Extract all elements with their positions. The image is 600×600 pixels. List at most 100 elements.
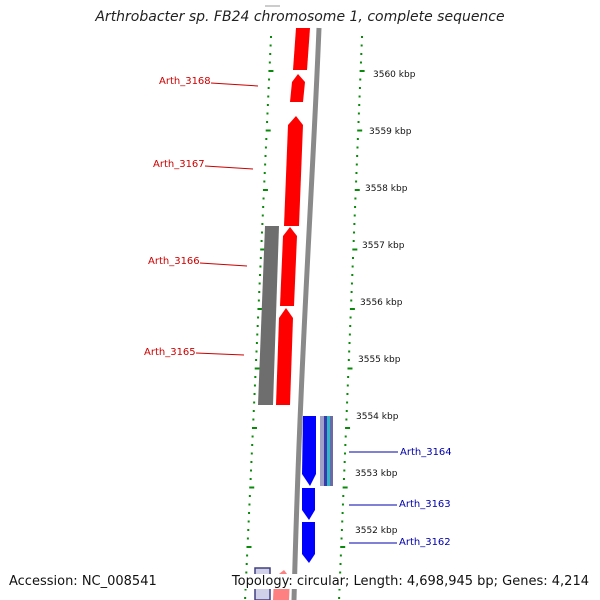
tick-mark: [350, 291, 353, 293]
tick-mark: [344, 444, 347, 446]
tick-mark: [264, 155, 267, 157]
tick-mark: [245, 571, 248, 574]
tick-mark: [256, 333, 259, 336]
scale-label: 3557 kbp: [362, 241, 405, 251]
gene-arrow: [320, 416, 324, 486]
gene-leader-line: [195, 352, 245, 356]
tick-mark: [355, 172, 358, 174]
tick-mark: [248, 503, 251, 506]
tick-mark: [354, 206, 357, 208]
tick-mark: [257, 308, 263, 310]
gene-label: Arth_3162: [399, 537, 451, 548]
gene-arrow: [330, 416, 333, 486]
topology-summary: Topology: circular; Length: 4,698,945 bp…: [229, 574, 589, 589]
tick-mark: [264, 163, 267, 166]
tick-mark: [348, 333, 351, 336]
gene-arrow: [324, 416, 327, 486]
tick-mark: [249, 486, 255, 489]
gene-arrow: [327, 416, 330, 486]
gene-label: Arth_3165: [144, 347, 196, 358]
tick-mark: [338, 597, 341, 599]
tick-mark: [268, 70, 274, 72]
tick-mark: [339, 554, 342, 557]
tick-mark: [247, 529, 250, 531]
tick-mark: [345, 418, 348, 421]
tick-mark: [361, 36, 363, 38]
tick-mark: [261, 214, 264, 217]
tick-mark: [352, 240, 355, 242]
tick-mark: [352, 248, 358, 251]
tick-mark: [260, 248, 266, 251]
tick-mark: [357, 112, 360, 115]
tick-mark: [245, 563, 248, 565]
tick-mark: [341, 512, 344, 514]
tick-mark: [259, 257, 262, 259]
gene-arrow: [302, 522, 315, 563]
tick-mark: [250, 452, 253, 455]
gene-label: Arth_3166: [148, 256, 200, 267]
tick-mark: [343, 461, 346, 463]
tick-mark: [244, 588, 247, 591]
map-title: Arthrobacter sp. FB24 chromosome 1, comp…: [95, 9, 505, 25]
tick-mark: [348, 350, 351, 353]
tick-mark: [347, 359, 350, 361]
tick-mark: [346, 384, 349, 387]
tick-mark: [252, 418, 255, 421]
tick-mark: [351, 274, 354, 276]
tick-mark: [269, 44, 272, 47]
tick-mark: [347, 376, 350, 378]
tick-mark: [353, 231, 356, 234]
tick-mark: [250, 461, 253, 463]
tick-mark: [345, 427, 351, 429]
tick-mark: [253, 393, 256, 395]
tick-mark: [360, 53, 363, 55]
tick-mark: [353, 223, 356, 225]
tick-mark: [359, 61, 362, 64]
scale-label: 3552 kbp: [355, 526, 398, 536]
tick-mark: [342, 478, 345, 480]
tick-mark: [358, 87, 361, 89]
tick-mark: [264, 146, 267, 149]
accession-label: Accession: NC_008541: [9, 574, 157, 589]
tick-mark: [351, 265, 354, 268]
tick-mark: [258, 282, 261, 285]
tick-mark: [263, 180, 266, 183]
tick-mark: [346, 401, 349, 404]
tick-mark: [255, 342, 258, 344]
tick-mark: [355, 163, 358, 166]
tick-mark: [349, 316, 352, 319]
tick-mark: [267, 95, 270, 98]
tick-mark: [355, 180, 358, 183]
tick-mark: [253, 401, 256, 404]
tick-mark: [340, 537, 343, 540]
tick-mark: [270, 36, 272, 38]
tick-mark: [359, 70, 365, 72]
tick-mark: [249, 478, 252, 480]
tick-mark: [339, 563, 342, 565]
tick-mark: [260, 231, 263, 234]
gene-arrow: [276, 308, 293, 405]
tick-mark: [353, 214, 356, 217]
scale-label: 3560 kbp: [373, 70, 416, 80]
tick-mark: [354, 197, 357, 200]
tick-mark: [255, 350, 258, 353]
tick-mark: [262, 206, 265, 208]
gene-arrow: [293, 28, 310, 70]
tick-mark: [348, 342, 351, 344]
tick-mark: [251, 444, 254, 446]
pseudogene-bar: [258, 226, 279, 405]
scale-label: 3558 kbp: [365, 184, 408, 194]
tick-mark: [252, 410, 255, 412]
tick-mark: [246, 537, 249, 540]
tick-mark: [350, 282, 353, 285]
gene-arrow: [280, 227, 297, 306]
gene-arrow: [302, 488, 315, 520]
tick-mark: [347, 367, 353, 370]
tick-mark: [339, 571, 342, 574]
tick-mark: [256, 325, 259, 327]
tick-mark: [248, 495, 251, 497]
gene-label: Arth_3168: [159, 76, 211, 87]
gene-label: Arth_3167: [153, 159, 205, 170]
tick-mark: [357, 129, 363, 132]
